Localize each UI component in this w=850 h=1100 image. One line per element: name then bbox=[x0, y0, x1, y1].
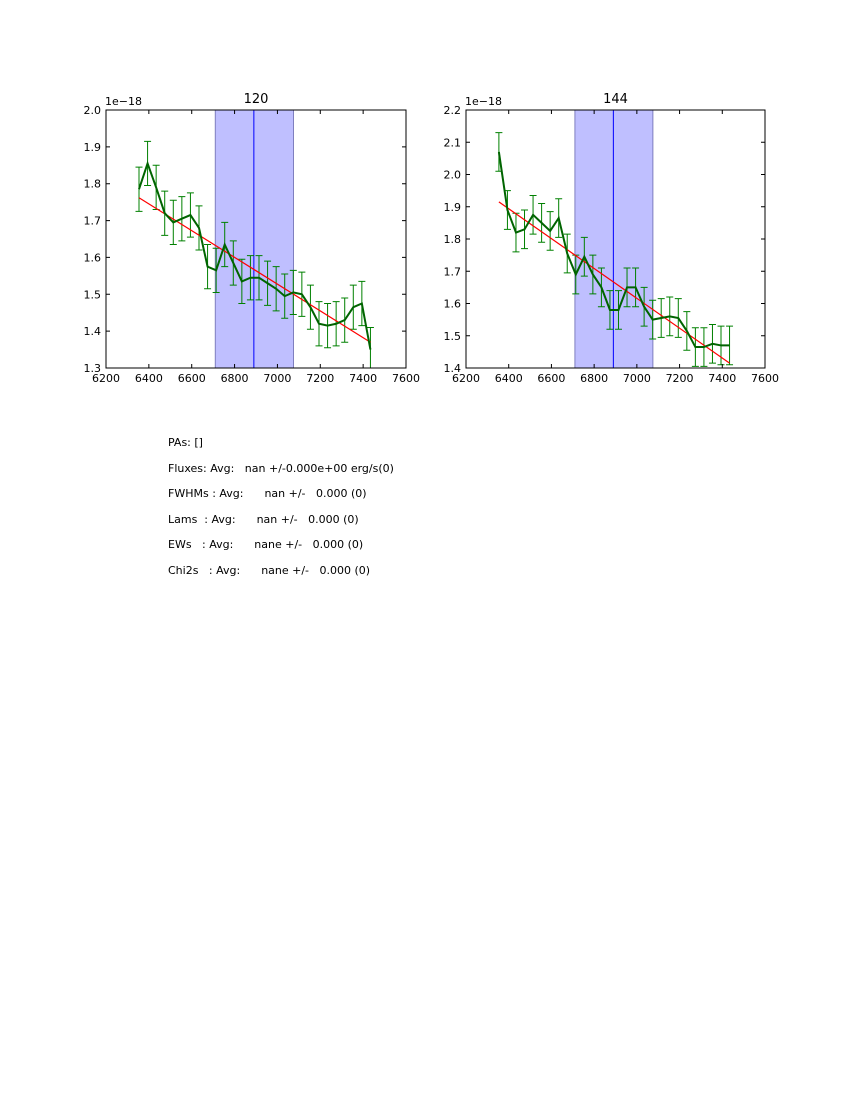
x-tick-label: 6800 bbox=[580, 372, 608, 385]
stats-fluxes: Fluxes: Avg: nan +/-0.000e+00 erg/s(0) bbox=[168, 461, 394, 475]
plot-area bbox=[135, 110, 374, 368]
stats-block: PAs: [] Fluxes: Avg: nan +/-0.000e+00 er… bbox=[168, 436, 394, 589]
shaded-band bbox=[574, 110, 654, 368]
chart-144: 6200 6400 6600 6800 7000 7200 7400 7600 1.4 1.5 1.… bbox=[444, 92, 780, 385]
y-tick-label: 2.0 bbox=[84, 104, 102, 117]
x-tick-label: 6200 bbox=[452, 372, 480, 385]
chart-120: 6200 6400 6600 6800 7000 7200 7400 7600 1.3 1.4 1.… bbox=[84, 92, 421, 385]
stats-fwhms: FWHMs : Avg: nan +/- 0.000 (0) bbox=[168, 487, 367, 500]
y-tick-label: 1.8 bbox=[444, 233, 462, 246]
y-tick-label: 2.0 bbox=[444, 169, 462, 182]
data-series-line bbox=[138, 160, 372, 350]
x-tick-label: 7600 bbox=[392, 372, 420, 385]
x-tick-label: 6400 bbox=[135, 372, 163, 385]
chart-title: 144 bbox=[603, 92, 628, 107]
x-tick-label: 7000 bbox=[263, 372, 291, 385]
y-tick-label: 1.4 bbox=[84, 325, 102, 338]
axes-frame bbox=[105, 109, 407, 369]
y-tick-label: 1.7 bbox=[84, 215, 102, 228]
stats-pas: PAs: [] bbox=[168, 436, 203, 449]
plot-area bbox=[495, 110, 734, 368]
offset-label: 1e−18 bbox=[465, 95, 502, 108]
fit-line bbox=[498, 201, 730, 364]
y-tick-label: 1.5 bbox=[444, 330, 462, 343]
x-tick-label: 6400 bbox=[495, 372, 523, 385]
y-tick-label: 1.6 bbox=[444, 298, 462, 311]
x-tick-label: 7200 bbox=[666, 372, 694, 385]
y-tick-label: 1.9 bbox=[444, 201, 462, 214]
data-series-line bbox=[497, 151, 730, 349]
x-tick-label: 6800 bbox=[221, 372, 249, 385]
offset-label: 1e−18 bbox=[105, 95, 142, 108]
y-tick-label: 1.7 bbox=[444, 265, 462, 278]
x-tick-label: 7400 bbox=[708, 372, 736, 385]
x-tick-label: 6200 bbox=[92, 372, 120, 385]
y-tick-label: 1.9 bbox=[84, 141, 102, 154]
y-tick-label: 1.5 bbox=[84, 288, 102, 301]
x-tick-label: 7000 bbox=[623, 372, 651, 385]
y-tick-label: 1.8 bbox=[84, 178, 102, 191]
stats-ews: EWs : Avg: nane +/- 0.000 (0) bbox=[168, 538, 364, 551]
x-tick-label: 6600 bbox=[178, 372, 206, 385]
y-tick-label: 1.6 bbox=[84, 251, 102, 264]
chart-title: 120 bbox=[244, 92, 269, 107]
x-tick-label: 7600 bbox=[751, 372, 779, 385]
x-tick-label: 7200 bbox=[306, 372, 334, 385]
fit-line bbox=[138, 197, 371, 343]
y-tick-label: 1.3 bbox=[84, 362, 102, 375]
stats-chi2s: Chi2s : Avg: nane +/- 0.000 (0) bbox=[168, 563, 371, 577]
shaded-band bbox=[214, 110, 295, 368]
y-tick-label: 2.1 bbox=[444, 136, 462, 149]
stats-lams: Lams : Avg: nan +/- 0.000 (0) bbox=[168, 512, 359, 526]
x-tick-label: 6600 bbox=[537, 372, 565, 385]
x-tick-label: 7400 bbox=[349, 372, 377, 385]
y-tick-label: 1.4 bbox=[444, 362, 462, 375]
y-tick-label: 2.2 bbox=[444, 104, 462, 117]
